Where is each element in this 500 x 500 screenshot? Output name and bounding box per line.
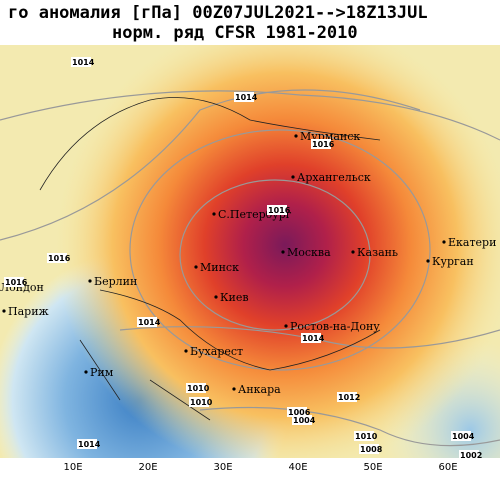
isobar-label-bg <box>267 205 287 215</box>
city-dot <box>291 175 295 179</box>
city-label: Минск <box>200 261 239 274</box>
city-dot <box>88 279 92 283</box>
isobar-label: 1014 <box>235 93 258 102</box>
city-dot <box>84 370 88 374</box>
longitude-label: 20E <box>138 462 157 473</box>
isobar-label-bg <box>311 139 331 149</box>
city-label: Рим <box>90 366 114 379</box>
city-dot <box>294 134 298 138</box>
city-label: Казань <box>357 246 398 259</box>
axis-area <box>0 458 500 500</box>
isobar-label: 1014 <box>72 58 95 67</box>
isobar-label-bg <box>459 450 479 460</box>
isobar-label: 1016 <box>312 140 335 149</box>
isobar-label: 1004 <box>452 432 475 441</box>
isobar-label: 1006 <box>288 408 311 417</box>
longitude-label: 60E <box>438 462 457 473</box>
city-dot <box>232 387 236 391</box>
city-dot <box>281 250 285 254</box>
city-dot <box>351 250 355 254</box>
city-label: Москва <box>287 246 331 259</box>
isobar-label: 1014 <box>78 440 101 449</box>
isobar-label-bg <box>301 333 321 343</box>
isobar-label-bg <box>47 253 67 263</box>
isobar-label-bg <box>292 415 312 425</box>
longitude-label: 40E <box>288 462 307 473</box>
isobar-label-bg <box>234 92 254 102</box>
longitude-label: 50E <box>363 462 382 473</box>
city-label: Архангельск <box>297 171 371 184</box>
city-dot <box>284 324 288 328</box>
isobar-label-bg <box>359 444 379 454</box>
isobar-label-bg <box>77 439 97 449</box>
city-label: Анкара <box>238 383 281 396</box>
city-label: Ростов-на-Дону <box>290 320 380 333</box>
isobar-label: 1002 <box>460 451 482 460</box>
isobar-label-bg <box>4 277 24 287</box>
isobar-label: 1016 <box>48 254 71 263</box>
city-label: Курган <box>432 255 474 268</box>
isobar-label: 1004 <box>293 416 316 425</box>
isobar-label: 1014 <box>302 334 325 343</box>
title: го аномалия [гПа] 00Z07JUL2021-->18Z13JU… <box>8 3 428 23</box>
coastlines <box>39 97 381 421</box>
isobar-label-bg <box>186 383 206 393</box>
city-dot <box>442 240 446 244</box>
isobar-label-bg <box>137 317 157 327</box>
isobars <box>0 89 500 447</box>
isobar-label-bg <box>354 431 374 441</box>
city-label: Берлин <box>94 275 137 288</box>
city-label: Киев <box>220 291 249 304</box>
isobar-label-bg <box>71 57 91 67</box>
city-dot <box>212 212 216 216</box>
positive-anomaly <box>0 45 500 460</box>
isobar-label: 1010 <box>187 384 210 393</box>
title-area <box>0 0 500 45</box>
isobar-label: 1010 <box>355 432 378 441</box>
city-dot <box>426 259 430 263</box>
isobar-label-bg <box>451 431 471 441</box>
isobar-label: 1012 <box>338 393 360 402</box>
city-dot <box>194 265 198 269</box>
city-label: Париж <box>8 305 49 318</box>
isobar-label: 1014 <box>138 318 161 327</box>
city-label: Екатери <box>448 236 496 249</box>
longitude-label: 30E <box>213 462 232 473</box>
city-label: Бухарест <box>190 345 243 358</box>
isobar-label: 1010 <box>190 398 213 407</box>
city-dot <box>214 295 218 299</box>
isobar-label-bg <box>189 397 209 407</box>
isobar-label-bg <box>287 407 307 417</box>
subtitle: норм. ряд CFSR 1981-2010 <box>112 23 358 43</box>
city-dot <box>184 349 188 353</box>
isobar-label: 1008 <box>360 445 383 454</box>
city-dot <box>2 309 6 313</box>
longitude-label: 10E <box>63 462 82 473</box>
isobar-label: 1016 <box>5 278 28 287</box>
isobar-label-bg <box>337 392 357 402</box>
isobar-label: 1016 <box>268 206 291 215</box>
